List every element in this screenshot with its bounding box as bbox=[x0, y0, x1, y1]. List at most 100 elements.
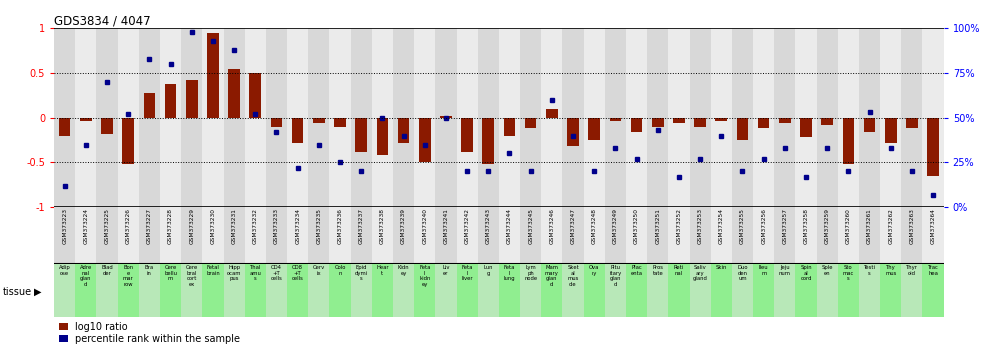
Text: GSM373261: GSM373261 bbox=[867, 208, 872, 244]
Bar bbox=[76, 207, 96, 264]
Bar bbox=[927, 118, 939, 176]
Bar bbox=[456, 28, 478, 207]
Bar bbox=[393, 207, 414, 264]
Bar bbox=[309, 264, 329, 317]
Bar bbox=[461, 118, 473, 152]
Bar bbox=[736, 118, 748, 140]
Bar bbox=[414, 207, 435, 264]
Text: Sto
mac
s: Sto mac s bbox=[842, 266, 854, 281]
Bar bbox=[118, 28, 139, 207]
Bar bbox=[520, 264, 542, 317]
Text: Lun
g: Lun g bbox=[484, 266, 493, 276]
Bar bbox=[202, 28, 223, 207]
Bar bbox=[456, 207, 478, 264]
Bar bbox=[144, 93, 155, 118]
Bar bbox=[329, 207, 351, 264]
Bar bbox=[223, 264, 245, 317]
Bar bbox=[265, 264, 287, 317]
Bar bbox=[817, 28, 838, 207]
Bar bbox=[498, 264, 520, 317]
Text: GSM373239: GSM373239 bbox=[401, 208, 406, 244]
Bar bbox=[567, 118, 579, 146]
Text: Skin: Skin bbox=[716, 266, 727, 270]
Text: Cere
bellu
m: Cere bellu m bbox=[164, 266, 177, 281]
Bar bbox=[775, 264, 795, 317]
Text: Thyr
oid: Thyr oid bbox=[906, 266, 918, 276]
Bar bbox=[393, 264, 414, 317]
Bar bbox=[309, 207, 329, 264]
Bar bbox=[165, 84, 176, 118]
Text: Reti
nal: Reti nal bbox=[673, 266, 684, 276]
Bar bbox=[334, 118, 346, 127]
Text: Feta
l
kidn
ey: Feta l kidn ey bbox=[419, 266, 431, 286]
Bar bbox=[922, 207, 944, 264]
Bar bbox=[435, 28, 456, 207]
Bar bbox=[376, 118, 388, 155]
Text: Fetal
brain: Fetal brain bbox=[206, 266, 220, 281]
Bar bbox=[202, 207, 223, 264]
Bar bbox=[689, 264, 711, 317]
Text: GSM373250: GSM373250 bbox=[634, 208, 639, 244]
Bar bbox=[393, 28, 414, 207]
Bar bbox=[711, 207, 732, 264]
Text: GSM373236: GSM373236 bbox=[337, 208, 342, 244]
Bar bbox=[673, 118, 685, 123]
Bar bbox=[351, 28, 372, 207]
Bar bbox=[329, 264, 351, 317]
Bar bbox=[520, 28, 542, 207]
Bar bbox=[139, 207, 160, 264]
Bar bbox=[76, 264, 96, 317]
Text: GSM373248: GSM373248 bbox=[592, 208, 597, 244]
Bar bbox=[758, 118, 770, 129]
Bar bbox=[456, 264, 478, 317]
Bar bbox=[668, 28, 689, 207]
Bar bbox=[245, 264, 265, 317]
Bar bbox=[584, 28, 605, 207]
Bar bbox=[139, 28, 160, 207]
Text: GSM373243: GSM373243 bbox=[486, 208, 491, 244]
Text: GSM373237: GSM373237 bbox=[359, 208, 364, 244]
Bar bbox=[292, 118, 304, 143]
Bar bbox=[101, 118, 113, 134]
Text: Adre
nal
glan
d: Adre nal glan d bbox=[80, 266, 92, 286]
Text: GSM373244: GSM373244 bbox=[507, 208, 512, 244]
Bar bbox=[440, 116, 452, 118]
Bar bbox=[498, 28, 520, 207]
Bar bbox=[245, 207, 265, 264]
Bar bbox=[270, 118, 282, 127]
Text: GSM373255: GSM373255 bbox=[740, 208, 745, 244]
Bar bbox=[160, 207, 181, 264]
Bar bbox=[122, 118, 134, 164]
Bar bbox=[668, 264, 689, 317]
Bar bbox=[287, 264, 309, 317]
Bar bbox=[181, 207, 202, 264]
Text: GSM373257: GSM373257 bbox=[782, 208, 787, 244]
Bar bbox=[250, 73, 261, 118]
Text: GSM373245: GSM373245 bbox=[528, 208, 533, 244]
Bar bbox=[181, 28, 202, 207]
Text: Pitu
itary
glan
d: Pitu itary glan d bbox=[609, 266, 621, 286]
Legend: log10 ratio, percentile rank within the sample: log10 ratio, percentile rank within the … bbox=[59, 322, 241, 344]
Text: GSM373247: GSM373247 bbox=[570, 208, 575, 244]
Text: GSM373234: GSM373234 bbox=[295, 208, 300, 244]
Text: Ileu
m: Ileu m bbox=[759, 266, 769, 276]
Bar bbox=[732, 264, 753, 317]
Text: Testi
s: Testi s bbox=[863, 266, 876, 276]
Bar bbox=[351, 207, 372, 264]
Text: GSM373225: GSM373225 bbox=[104, 208, 109, 244]
Bar bbox=[589, 118, 600, 140]
Text: GSM373235: GSM373235 bbox=[317, 208, 321, 244]
Bar bbox=[520, 207, 542, 264]
Text: Duo
den
um: Duo den um bbox=[737, 266, 748, 281]
Text: GSM373263: GSM373263 bbox=[909, 208, 914, 244]
Bar bbox=[265, 28, 287, 207]
Bar bbox=[626, 28, 647, 207]
Text: Cere
bral
cort
ex: Cere bral cort ex bbox=[186, 266, 198, 286]
Bar bbox=[711, 264, 732, 317]
Bar bbox=[562, 207, 584, 264]
Bar bbox=[76, 28, 96, 207]
Text: Sket
al
mus
cle: Sket al mus cle bbox=[567, 266, 579, 286]
Text: GSM373253: GSM373253 bbox=[698, 208, 703, 244]
Text: GSM373231: GSM373231 bbox=[232, 208, 237, 244]
Bar bbox=[372, 264, 393, 317]
